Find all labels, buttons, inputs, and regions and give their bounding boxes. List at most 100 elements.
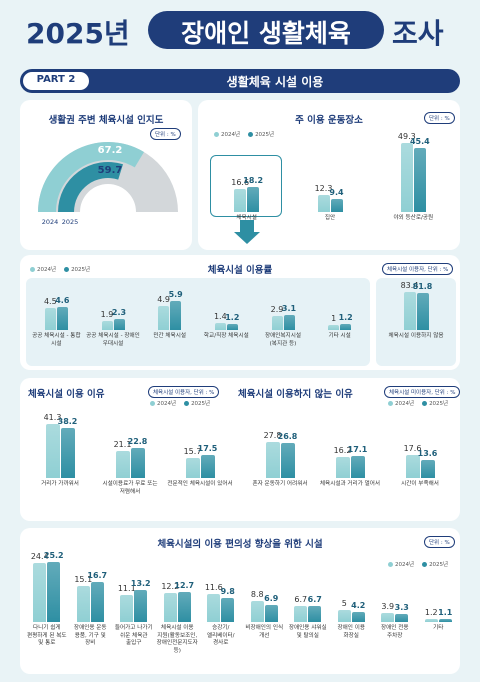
category-label: 집안 — [324, 215, 336, 221]
legend-swatch — [422, 400, 428, 406]
value-label: 1 — [331, 314, 337, 323]
bar — [90, 581, 104, 622]
bar — [247, 186, 260, 212]
value-label: 81.8 — [412, 282, 433, 292]
bar — [294, 605, 308, 622]
bar — [115, 450, 130, 478]
series-label: 2024 — [42, 218, 59, 226]
value-label: 4.6 — [55, 296, 70, 305]
bar — [250, 600, 264, 622]
legend-swatch — [388, 400, 393, 406]
bar — [337, 610, 351, 622]
bar — [234, 188, 247, 212]
arrow — [240, 220, 254, 234]
category-label: 거리가 가까워서 — [41, 481, 79, 487]
legend-label: 2025년 — [71, 267, 91, 273]
gauge: 67.2 2024 59.7 2025 — [38, 142, 178, 226]
value-label: 1.2 — [424, 608, 438, 618]
category-label: 전문적인 체육시설이 있어서 — [167, 481, 233, 487]
chart-title: 체육시설 이용률 — [207, 265, 273, 276]
value-label: 12.7 — [174, 580, 195, 590]
legend-label: 2024년 — [37, 267, 57, 273]
bar — [200, 455, 215, 478]
header-suffix: 조사 — [392, 17, 444, 50]
legend-swatch — [214, 131, 219, 137]
header-title: 장애인 생활체육 — [181, 19, 351, 48]
value-label: 3.3 — [394, 603, 409, 613]
bar — [113, 318, 125, 330]
value-label: 13.2 — [130, 579, 151, 589]
bar — [265, 441, 280, 478]
value-label: 1.2 — [338, 313, 353, 322]
chart-title: 체육시설 이용하지 않는 이유 — [238, 389, 353, 400]
value-label: 17.1 — [347, 444, 368, 454]
bar — [47, 561, 61, 622]
value-label: 9.8 — [220, 587, 235, 597]
bar — [170, 300, 182, 330]
category-label: 시설이용료가 무료 또는 저렴해서 — [102, 481, 158, 495]
value-label: 4.9 — [157, 294, 171, 304]
value-label: 1.9 — [100, 309, 114, 319]
bar — [101, 320, 113, 330]
category-label: 승강기/ 엘리베이터/경사로 — [206, 625, 235, 647]
bar — [130, 448, 145, 478]
value-label: 11.1 — [117, 584, 136, 594]
header-pill — [148, 11, 384, 49]
bar — [56, 307, 68, 330]
value-label: 26.8 — [277, 432, 298, 442]
bar — [403, 292, 416, 330]
value-label: 6.7 — [294, 594, 308, 604]
highlight-box — [210, 155, 282, 217]
value-label: 1.1 — [438, 608, 453, 618]
bar — [33, 563, 47, 622]
category-label: 기타 시설 — [328, 333, 351, 339]
unit-label: 단위 : % — [424, 536, 455, 548]
value-label: 4.5 — [43, 296, 57, 306]
bar — [221, 598, 235, 622]
bar — [405, 455, 420, 478]
bar — [60, 428, 75, 478]
value-label: 22.8 — [127, 437, 148, 447]
part-title: 생활체육 시설 이용 — [226, 75, 324, 89]
bar — [350, 455, 365, 478]
value-label: 25.2 — [43, 550, 64, 560]
gauge-band — [38, 142, 145, 212]
part-bar — [20, 69, 460, 93]
category-label: 장애인 이용 화장실 — [337, 625, 365, 639]
category-label: 시간이 부족해서 — [401, 481, 439, 487]
category-label: 학교/직장 체육시설 — [203, 333, 249, 339]
value-label: 16.2 — [333, 445, 352, 455]
bar — [328, 325, 340, 330]
bar — [335, 456, 350, 478]
legend-label: 2025년 — [429, 401, 449, 407]
value-label: 16.6 — [231, 177, 250, 187]
value-label: 3.9 — [381, 601, 395, 611]
value-label: 59.7 — [98, 165, 123, 176]
category-label: 장애인복지시설 (복지관 등) — [264, 333, 301, 347]
bar — [413, 148, 426, 212]
value-label: 9.4 — [329, 187, 344, 197]
category-label: 민간 체육시설 — [153, 333, 186, 339]
value-label: 27.8 — [263, 430, 282, 440]
part-pill — [23, 72, 89, 90]
unit-label: 단위 : % — [424, 112, 455, 124]
legend-label: 2025년 — [429, 562, 449, 568]
bar — [424, 619, 438, 622]
category-label: 체육시설과 거리가 멀어서 — [319, 481, 381, 487]
value-label: 67.2 — [98, 145, 123, 156]
legend-swatch — [184, 400, 190, 406]
bar — [438, 619, 452, 622]
bar — [45, 424, 60, 478]
legend-label: 2024년 — [221, 132, 241, 138]
bar — [207, 594, 221, 622]
bar — [158, 305, 170, 330]
value-label: 41.3 — [43, 413, 62, 423]
legend-swatch — [30, 266, 35, 272]
category-label: 장애인용 샤워실 및 탈의실 — [288, 625, 327, 639]
category-label: 야외 등산로/공원 — [393, 215, 434, 221]
card — [20, 378, 460, 521]
bar — [340, 324, 352, 330]
legend-label: 2024년 — [395, 562, 415, 568]
bar — [420, 460, 435, 478]
legend-label: 2025년 — [255, 132, 275, 138]
